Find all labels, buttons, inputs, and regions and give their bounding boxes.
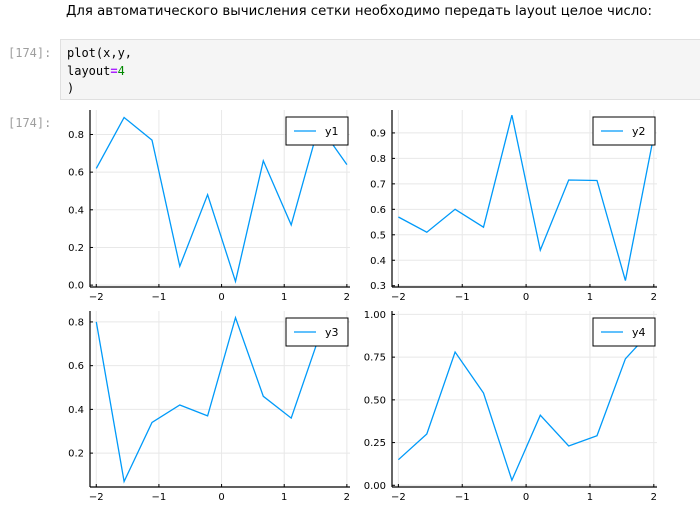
x-tick-label: 1 bbox=[281, 492, 287, 503]
x-tick-label: −2 bbox=[391, 492, 406, 503]
series-line bbox=[95, 315, 348, 484]
x-tick-label: 0 bbox=[218, 492, 224, 503]
y-tick-label: 0.75 bbox=[364, 353, 386, 364]
code-keyword-layout: layout bbox=[67, 64, 111, 78]
x-tick-label: 2 bbox=[344, 492, 350, 503]
y-tick-label: 0.25 bbox=[364, 438, 386, 449]
y-tick-label: 0.4 bbox=[68, 405, 84, 416]
x-tick-label: −1 bbox=[455, 292, 470, 303]
x-tick-label: −1 bbox=[152, 292, 167, 303]
x-tick-label: 2 bbox=[651, 292, 657, 303]
y-tick-label: 0.5 bbox=[370, 230, 386, 241]
y-tick-label: 0.7 bbox=[370, 179, 386, 190]
legend-label: y4 bbox=[632, 326, 646, 339]
output-prompt: [174]: bbox=[8, 116, 52, 130]
code-cell[interactable]: plot(x,y, layout=4 ) bbox=[60, 39, 700, 100]
y-tick-label: 0.4 bbox=[68, 205, 84, 216]
x-tick-label: −2 bbox=[391, 292, 406, 303]
y-tick-label: 0.4 bbox=[370, 256, 386, 267]
x-tick-label: −2 bbox=[89, 492, 104, 503]
y-tick-label: 1.00 bbox=[364, 310, 386, 321]
y-tick-label: 0.2 bbox=[68, 243, 84, 254]
y-tick-label: 0.9 bbox=[370, 128, 386, 139]
y-tick-label: 0.50 bbox=[364, 395, 386, 406]
code-line-3: ) bbox=[67, 81, 75, 95]
markdown-text: Для автоматического вычисления сетки нео… bbox=[66, 4, 652, 19]
series-line bbox=[95, 116, 348, 284]
x-tick-label: 0 bbox=[523, 492, 529, 503]
legend-label: y2 bbox=[632, 125, 646, 138]
series-line bbox=[398, 114, 655, 281]
code-number: 4 bbox=[117, 64, 125, 78]
y-tick-label: 0.8 bbox=[370, 154, 386, 165]
y-tick-label: 0.8 bbox=[68, 317, 84, 328]
x-tick-label: −2 bbox=[89, 292, 104, 303]
x-tick-label: 1 bbox=[281, 292, 287, 303]
input-prompt: [174]: bbox=[8, 46, 52, 60]
subplot-4: −2 −1 0 1 2 0.00 0.25 0.50 0.75 1.00 y4 bbox=[364, 310, 657, 503]
x-tick-label: 1 bbox=[587, 292, 593, 303]
legend-label: y3 bbox=[325, 326, 339, 339]
y-tick-label: 0.00 bbox=[364, 481, 386, 492]
y-tick-label: 0.2 bbox=[68, 449, 84, 460]
code-line-2: layout=4 bbox=[67, 64, 125, 78]
code-line-1: plot(x,y, bbox=[67, 46, 133, 60]
y-tick-label: 0.6 bbox=[68, 168, 84, 179]
subplot-1: −2 −1 0 1 2 0.0 0.2 0.4 0.6 0.8 y1 bbox=[68, 110, 350, 303]
y-tick-label: 0.6 bbox=[68, 361, 84, 372]
x-tick-label: 0 bbox=[218, 292, 224, 303]
x-tick-label: 0 bbox=[523, 292, 529, 303]
x-tick-label: 2 bbox=[651, 492, 657, 503]
subplot-2: −2 −1 0 1 2 0.3 0.4 0.5 0.6 0.7 0.8 0.9 y2 bbox=[370, 110, 657, 303]
y-tick-label: 0.6 bbox=[370, 205, 386, 216]
x-tick-label: −1 bbox=[455, 492, 470, 503]
x-tick-label: −1 bbox=[152, 492, 167, 503]
y-tick-label: 0.0 bbox=[68, 281, 84, 292]
series-line bbox=[397, 327, 655, 483]
code-operator: = bbox=[110, 64, 118, 78]
subplot-3: −2 −1 0 1 2 0.2 0.4 0.6 0.8 y3 bbox=[68, 311, 350, 503]
x-tick-label: 2 bbox=[344, 292, 350, 303]
x-tick-label: 1 bbox=[587, 492, 593, 503]
y-tick-label: 0.3 bbox=[370, 281, 386, 292]
y-tick-label: 0.8 bbox=[68, 130, 84, 141]
legend-label: y1 bbox=[325, 125, 339, 138]
